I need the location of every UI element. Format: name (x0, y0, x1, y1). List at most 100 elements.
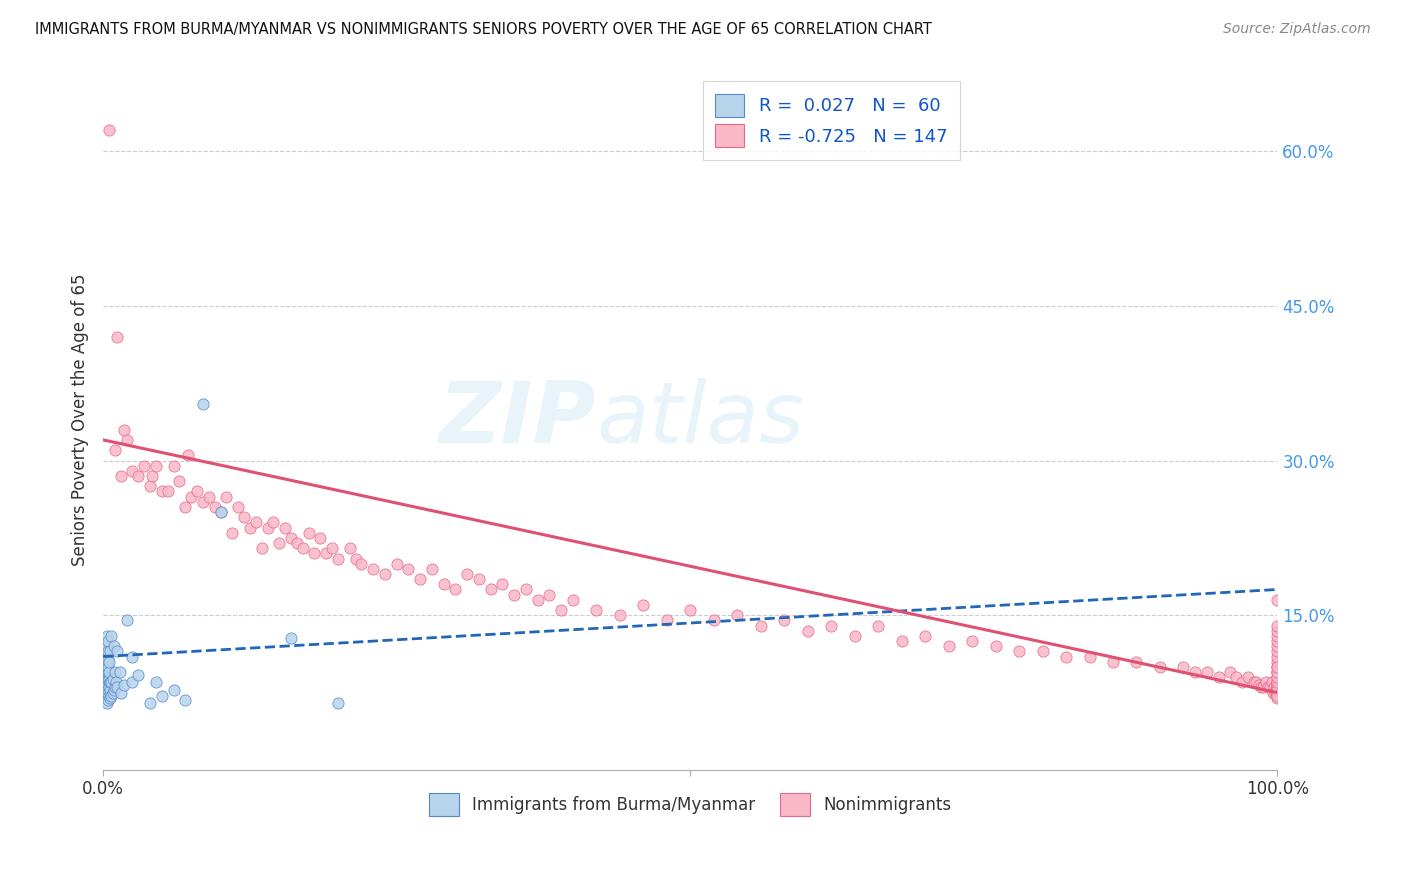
Point (1267, 660, 1289, 674)
Point (96, 639, 118, 653)
Point (1078, 649, 1101, 664)
Point (215, 490, 238, 504)
Text: IMMIGRANTS FROM BURMA/MYANMAR VS NONIMMIGRANTS SENIORS POVERTY OVER THE AGE OF 6: IMMIGRANTS FROM BURMA/MYANMAR VS NONIMMI… (35, 22, 932, 37)
Point (280, 531, 302, 545)
Point (176, 448, 198, 462)
Point (433, 577, 456, 591)
Point (420, 562, 443, 576)
Point (96, 660, 118, 674)
Point (1267, 655, 1289, 669)
Point (285, 536, 308, 550)
Point (98, 689, 121, 703)
Point (890, 634, 912, 648)
Point (1257, 681, 1279, 695)
Point (101, 685, 124, 699)
Point (103, 682, 125, 697)
Point (280, 631, 302, 645)
Point (749, 618, 772, 632)
Point (526, 592, 548, 607)
Point (1267, 665, 1289, 679)
Point (1243, 675, 1265, 690)
Point (97, 678, 120, 692)
Point (98, 123, 121, 137)
Point (162, 458, 184, 473)
Point (1267, 685, 1289, 699)
Point (186, 484, 208, 499)
Point (1250, 681, 1272, 695)
Point (97, 644, 120, 658)
Point (121, 464, 143, 478)
Point (479, 582, 502, 597)
Point (1102, 655, 1125, 669)
Point (174, 693, 197, 707)
Point (97, 660, 120, 674)
Point (127, 469, 149, 483)
Point (121, 649, 143, 664)
Point (121, 675, 143, 690)
Point (1267, 649, 1289, 664)
Point (1267, 675, 1289, 690)
Point (97, 651, 120, 665)
Point (1267, 639, 1289, 653)
Point (1246, 675, 1268, 690)
Point (1195, 665, 1218, 679)
Point (96, 682, 118, 697)
Point (96, 670, 118, 684)
Point (304, 546, 326, 560)
Point (96, 644, 118, 658)
Point (1267, 685, 1289, 699)
Point (298, 525, 321, 540)
Point (633, 598, 655, 612)
Point (1054, 649, 1077, 664)
Point (609, 608, 631, 623)
Point (1225, 670, 1247, 684)
Point (156, 484, 179, 499)
Point (339, 541, 361, 556)
Point (139, 696, 162, 710)
Point (94, 670, 117, 684)
Point (350, 557, 373, 571)
Point (105, 330, 128, 344)
Point (291, 541, 314, 556)
Point (1267, 665, 1289, 679)
Point (96, 665, 118, 679)
Point (191, 495, 214, 509)
Point (169, 474, 191, 488)
Point (96, 655, 118, 669)
Point (250, 541, 273, 556)
Point (112, 423, 135, 437)
Point (104, 665, 127, 679)
Point (1208, 670, 1230, 684)
Point (1267, 592, 1289, 607)
Point (1267, 670, 1289, 684)
Point (468, 572, 491, 586)
Point (585, 603, 607, 617)
Point (100, 689, 122, 703)
Point (98, 644, 121, 658)
Point (1267, 618, 1289, 632)
Point (385, 557, 408, 571)
Point (105, 681, 128, 695)
Point (1230, 675, 1253, 690)
Point (103, 639, 125, 653)
Point (1254, 675, 1277, 690)
Point (162, 682, 184, 697)
Point (141, 469, 163, 483)
Point (96, 675, 118, 690)
Point (1261, 685, 1284, 699)
Point (1267, 682, 1289, 697)
Point (456, 566, 478, 581)
Point (262, 516, 284, 530)
Point (274, 520, 297, 534)
Legend: Immigrants from Burma/Myanmar, Nonimmigrants: Immigrants from Burma/Myanmar, Nonimmigr… (420, 785, 960, 825)
Point (198, 490, 221, 504)
Point (344, 551, 367, 566)
Point (1267, 629, 1289, 643)
Point (1260, 681, 1282, 695)
Y-axis label: Seniors Poverty Over the Age of 65: Seniors Poverty Over the Age of 65 (72, 273, 89, 566)
Point (1125, 655, 1147, 669)
Point (1267, 690, 1289, 705)
Point (538, 588, 561, 602)
Point (98, 665, 121, 679)
Point (139, 479, 162, 493)
